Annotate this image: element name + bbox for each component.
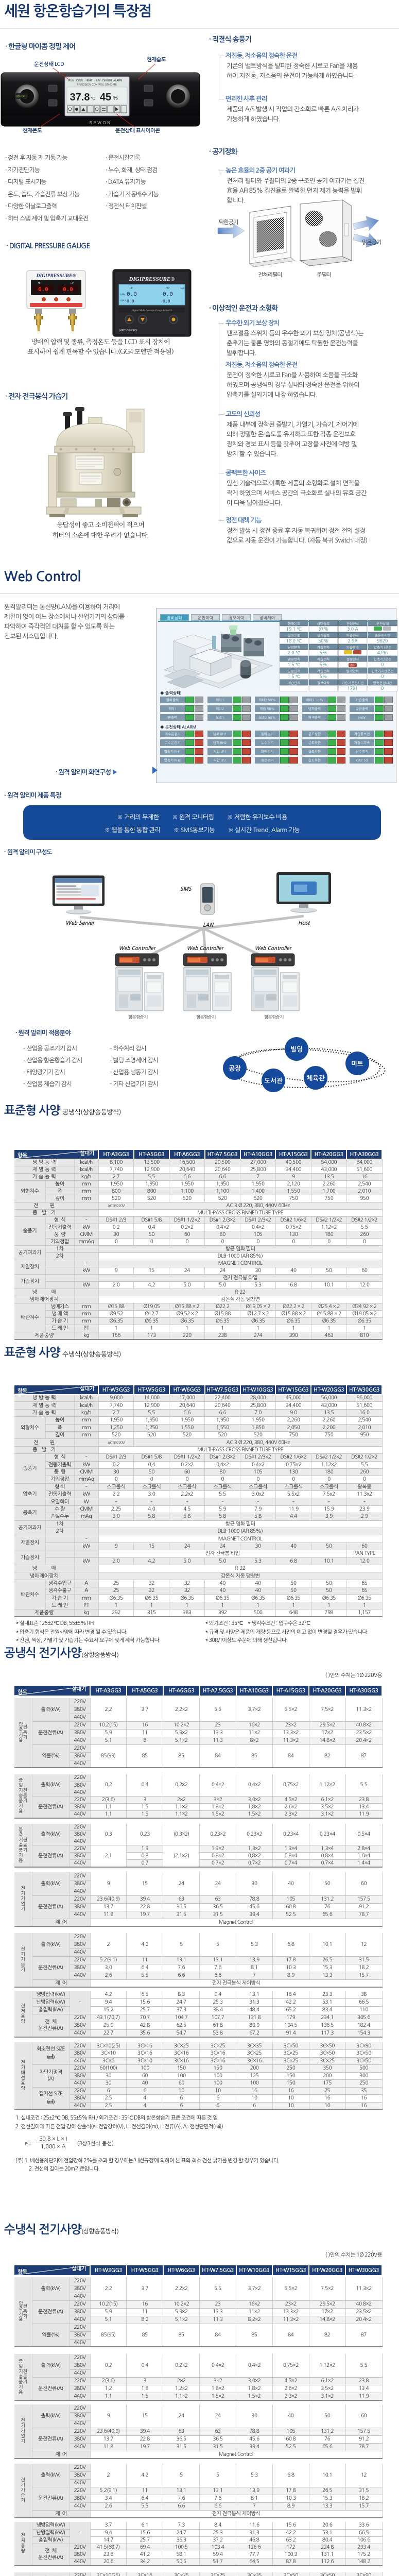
svg-text:Digital Multi Pressure Gauge &: Digital Multi Pressure Gauge & Switch bbox=[131, 310, 172, 312]
svg-text:DIGIPRESSURE®: DIGIPRESSURE® bbox=[129, 276, 175, 282]
svg-text:45: 45 bbox=[100, 92, 111, 103]
svg-text:HP: HP bbox=[38, 282, 42, 285]
svg-text:SEWON: SEWON bbox=[90, 121, 112, 125]
svg-text:0.0: 0.0 bbox=[63, 287, 73, 293]
svg-text:kgf/cm2: kgf/cm2 bbox=[181, 287, 190, 290]
svg-text:PRECISION CONTROL STHC-MB: PRECISION CONTROL STHC-MB bbox=[77, 83, 117, 87]
svg-text:전처리필터: 전처리필터 bbox=[258, 272, 282, 278]
svg-text:37.8: 37.8 bbox=[70, 92, 90, 103]
svg-text:℃: ℃ bbox=[91, 96, 95, 101]
svg-text:공장: 공장 bbox=[229, 1065, 241, 1072]
svg-text:LP: LP bbox=[71, 282, 74, 285]
svg-text:HP: HP bbox=[166, 286, 169, 290]
svg-text:DIGIPRESSURE®: DIGIPRESSURE® bbox=[36, 273, 76, 279]
svg-text:0.0: 0.0 bbox=[163, 292, 173, 298]
svg-text:0.0: 0.0 bbox=[38, 287, 48, 293]
svg-text:마트: 마트 bbox=[351, 1060, 363, 1067]
svg-text:도서관: 도서관 bbox=[264, 1077, 283, 1084]
svg-text:MPC-SERIES: MPC-SERIES bbox=[119, 329, 137, 332]
svg-text:LP: LP bbox=[130, 286, 133, 290]
svg-text:0.0: 0.0 bbox=[127, 292, 137, 298]
svg-text:MAX: MAX bbox=[120, 299, 126, 302]
svg-text:주필터: 주필터 bbox=[317, 272, 331, 278]
svg-text:탁한공기: 탁한공기 bbox=[219, 219, 238, 225]
svg-text:맑은공기: 맑은공기 bbox=[362, 239, 381, 245]
svg-text:MIN: MIN bbox=[120, 293, 125, 296]
svg-text:RUN COOL HEAT HUM DEHU: RUN COOL HEAT HUM DEHUM ALARM bbox=[68, 79, 122, 82]
svg-text:0.0: 0.0 bbox=[163, 299, 170, 304]
svg-text:빌딩: 빌딩 bbox=[290, 1046, 303, 1053]
svg-text:%: % bbox=[113, 95, 118, 101]
svg-text:0.0: 0.0 bbox=[127, 299, 134, 304]
svg-text:ON/OFF: ON/OFF bbox=[16, 95, 28, 98]
svg-text:체육관: 체육관 bbox=[306, 1075, 325, 1081]
